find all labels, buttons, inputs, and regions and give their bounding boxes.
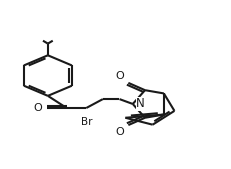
Text: O: O	[33, 103, 42, 113]
Text: O: O	[116, 71, 124, 81]
Text: Br: Br	[81, 117, 92, 127]
Text: N: N	[136, 98, 145, 111]
Text: O: O	[116, 127, 124, 137]
